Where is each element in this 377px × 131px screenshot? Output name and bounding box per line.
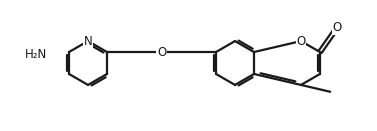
Text: O: O (157, 46, 166, 59)
Text: O: O (296, 35, 306, 48)
Text: O: O (333, 21, 342, 34)
Text: N: N (84, 35, 92, 48)
Text: H₂N: H₂N (25, 48, 47, 61)
